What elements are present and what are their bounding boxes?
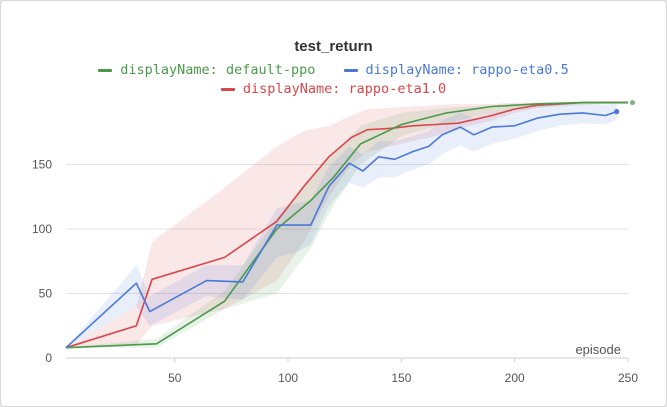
y-tick-label-0: 0	[45, 351, 52, 365]
legend-swatch-rappo-eta0-5	[343, 68, 358, 72]
legend-item-default-ppo[interactable]: displayName: default-ppo	[98, 62, 315, 78]
band-default-ppo	[66, 101, 628, 348]
gridlines	[66, 164, 628, 294]
y-tick-label-100: 100	[32, 222, 52, 236]
line-rappo-eta0-5	[65, 110, 617, 349]
legend-label-default-ppo: displayName: default-ppo	[120, 62, 316, 78]
axes: 0 50 100 150 50 100 150 200 250	[32, 158, 638, 386]
x-tick-label-50: 50	[168, 371, 182, 385]
band-rappo-eta0-5	[66, 103, 617, 348]
legend-label-rappo-eta1-0: displayName: rappo-eta1.0	[242, 81, 447, 97]
x-tick-label-150: 150	[391, 371, 411, 385]
legend-label-rappo-eta0-5: displayName: rappo-eta0.5	[365, 62, 569, 78]
chart-title: test_return	[294, 38, 373, 55]
band-rappo-eta1-0	[66, 101, 628, 348]
x-tick-label-200: 200	[505, 371, 525, 385]
end-marker-rappo-eta0-5	[614, 109, 620, 115]
end-markers	[614, 99, 636, 115]
x-tick-label-100: 100	[278, 371, 298, 385]
y-tick-label-50: 50	[39, 287, 53, 301]
x-axis-label: episode	[575, 342, 621, 357]
series-lines	[65, 101, 628, 349]
y-tick-label-150: 150	[32, 158, 52, 172]
x-tick-label-250: 250	[618, 371, 638, 385]
end-marker-default-ppo	[629, 99, 636, 106]
legend-swatch-rappo-eta1-0	[220, 87, 235, 91]
legend-item-rappo-eta0-5[interactable]: displayName: rappo-eta0.5	[343, 62, 569, 78]
legend-item-rappo-eta1-0[interactable]: displayName: rappo-eta1.0	[220, 81, 447, 97]
legend-row-2: displayName: rappo-eta1.0	[0, 81, 667, 97]
line-default-ppo	[65, 101, 628, 349]
confidence-bands	[66, 101, 628, 348]
legend-row-1: displayName: default-ppo displayName: ra…	[0, 62, 667, 78]
legend-swatch-default-ppo	[98, 68, 113, 72]
